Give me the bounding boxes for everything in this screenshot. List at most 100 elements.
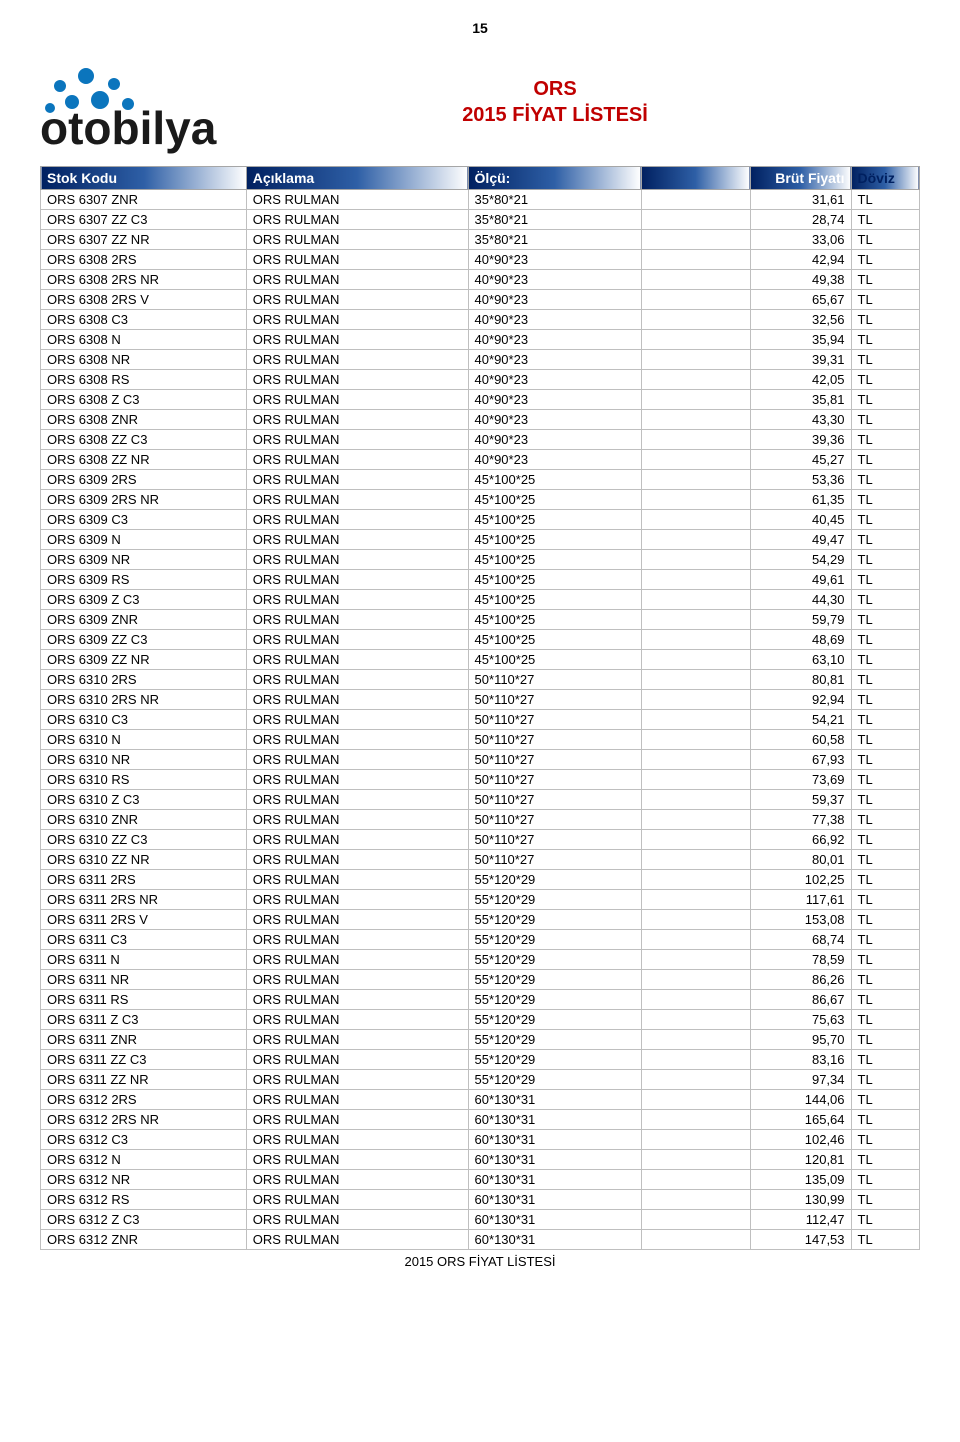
- table-cell: TL: [851, 890, 919, 910]
- table-cell: 50*110*27: [468, 710, 641, 730]
- table-cell: TL: [851, 790, 919, 810]
- table-cell: TL: [851, 310, 919, 330]
- table-cell: 60*130*31: [468, 1110, 641, 1130]
- table-cell: ORS RULMAN: [246, 990, 468, 1010]
- table-cell: [641, 450, 750, 470]
- table-cell: TL: [851, 1190, 919, 1210]
- table-cell: [641, 1090, 750, 1110]
- table-cell: [641, 530, 750, 550]
- table-cell: [641, 990, 750, 1010]
- table-cell: [641, 190, 750, 210]
- table-cell: 49,61: [750, 570, 851, 590]
- table-row: ORS 6310 NRORS RULMAN50*110*2767,93TL: [41, 750, 920, 770]
- table-row: ORS 6312 NRORS RULMAN60*130*31135,09TL: [41, 1170, 920, 1190]
- table-row: ORS 6311 ZZ C3ORS RULMAN55*120*2983,16TL: [41, 1050, 920, 1070]
- table-cell: TL: [851, 630, 919, 650]
- table-cell: [641, 910, 750, 930]
- table-cell: [641, 710, 750, 730]
- table-cell: ORS 6308 NR: [41, 350, 247, 370]
- footer: 2015 ORS FİYAT LİSTESİ: [40, 1250, 920, 1269]
- table-cell: 60*130*31: [468, 1190, 641, 1210]
- table-cell: 50*110*27: [468, 830, 641, 850]
- table-cell: ORS 6309 C3: [41, 510, 247, 530]
- table-cell: ORS RULMAN: [246, 390, 468, 410]
- table-cell: [641, 1150, 750, 1170]
- table-cell: TL: [851, 350, 919, 370]
- table-cell: 65,67: [750, 290, 851, 310]
- table-row: ORS 6309 ZZ NRORS RULMAN45*100*2563,10TL: [41, 650, 920, 670]
- table-row: ORS 6309 ZNRORS RULMAN45*100*2559,79TL: [41, 610, 920, 630]
- table-row: ORS 6308 NORS RULMAN40*90*2335,94TL: [41, 330, 920, 350]
- table-cell: TL: [851, 650, 919, 670]
- table-cell: ORS RULMAN: [246, 770, 468, 790]
- page-number: 15: [40, 20, 920, 36]
- table-cell: 67,93: [750, 750, 851, 770]
- table-cell: ORS 6312 RS: [41, 1190, 247, 1210]
- table-cell: 35,94: [750, 330, 851, 350]
- table-row: ORS 6310 2RS NRORS RULMAN50*110*2792,94T…: [41, 690, 920, 710]
- table-cell: 40*90*23: [468, 450, 641, 470]
- table-cell: [641, 1070, 750, 1090]
- table-row: ORS 6308 RSORS RULMAN40*90*2342,05TL: [41, 370, 920, 390]
- table-cell: TL: [851, 550, 919, 570]
- table-cell: 120,81: [750, 1150, 851, 1170]
- table-cell: ORS 6309 NR: [41, 550, 247, 570]
- table-cell: 102,25: [750, 870, 851, 890]
- table-cell: ORS RULMAN: [246, 1130, 468, 1150]
- table-cell: ORS RULMAN: [246, 1030, 468, 1050]
- table-row: ORS 6308 2RSORS RULMAN40*90*2342,94TL: [41, 250, 920, 270]
- table-cell: [641, 770, 750, 790]
- table-cell: TL: [851, 910, 919, 930]
- table-cell: 28,74: [750, 210, 851, 230]
- table-cell: [641, 570, 750, 590]
- table-cell: ORS RULMAN: [246, 750, 468, 770]
- table-cell: ORS RULMAN: [246, 270, 468, 290]
- table-cell: ORS 6312 Z C3: [41, 1210, 247, 1230]
- table-cell: 130,99: [750, 1190, 851, 1210]
- table-body: ORS 6307 ZNRORS RULMAN35*80*2131,61TLORS…: [41, 190, 920, 1250]
- table-cell: 45*100*25: [468, 510, 641, 530]
- table-cell: ORS 6311 RS: [41, 990, 247, 1010]
- table-row: ORS 6308 2RS VORS RULMAN40*90*2365,67TL: [41, 290, 920, 310]
- table-cell: 55*120*29: [468, 930, 641, 950]
- table-cell: 40*90*23: [468, 410, 641, 430]
- table-cell: 59,37: [750, 790, 851, 810]
- table-cell: [641, 1030, 750, 1050]
- table-cell: 33,06: [750, 230, 851, 250]
- table-row: ORS 6309 2RS NRORS RULMAN45*100*2561,35T…: [41, 490, 920, 510]
- table-head: Stok Kodu Açıklama Ölçü: Brüt Fiyatı Döv…: [41, 167, 920, 190]
- table-cell: [641, 510, 750, 530]
- table-cell: [641, 970, 750, 990]
- table-cell: 40*90*23: [468, 270, 641, 290]
- table-cell: TL: [851, 1130, 919, 1150]
- table-cell: 40*90*23: [468, 250, 641, 270]
- table-cell: ORS RULMAN: [246, 510, 468, 530]
- table-cell: 45*100*25: [468, 490, 641, 510]
- table-cell: TL: [851, 850, 919, 870]
- table-cell: TL: [851, 1030, 919, 1050]
- table-cell: 49,38: [750, 270, 851, 290]
- table-cell: 97,34: [750, 1070, 851, 1090]
- table-cell: [641, 1050, 750, 1070]
- table-row: ORS 6308 ZZ NRORS RULMAN40*90*2345,27TL: [41, 450, 920, 470]
- table-cell: TL: [851, 190, 919, 210]
- table-cell: TL: [851, 230, 919, 250]
- table-cell: 32,56: [750, 310, 851, 330]
- table-cell: 49,47: [750, 530, 851, 550]
- table-cell: 45,27: [750, 450, 851, 470]
- col-header-code: Stok Kodu: [41, 167, 247, 190]
- table-cell: 40*90*23: [468, 350, 641, 370]
- table-cell: TL: [851, 1210, 919, 1230]
- table-cell: [641, 650, 750, 670]
- table-cell: ORS 6307 ZZ C3: [41, 210, 247, 230]
- table-cell: ORS 6310 2RS NR: [41, 690, 247, 710]
- table-cell: 45*100*25: [468, 550, 641, 570]
- table-row: ORS 6310 C3ORS RULMAN50*110*2754,21TL: [41, 710, 920, 730]
- table-cell: ORS RULMAN: [246, 830, 468, 850]
- table-cell: ORS RULMAN: [246, 530, 468, 550]
- table-cell: TL: [851, 270, 919, 290]
- table-row: ORS 6311 NORS RULMAN55*120*2978,59TL: [41, 950, 920, 970]
- table-cell: TL: [851, 330, 919, 350]
- table-row: ORS 6308 2RS NRORS RULMAN40*90*2349,38TL: [41, 270, 920, 290]
- col-header-price: Brüt Fiyatı: [750, 167, 851, 190]
